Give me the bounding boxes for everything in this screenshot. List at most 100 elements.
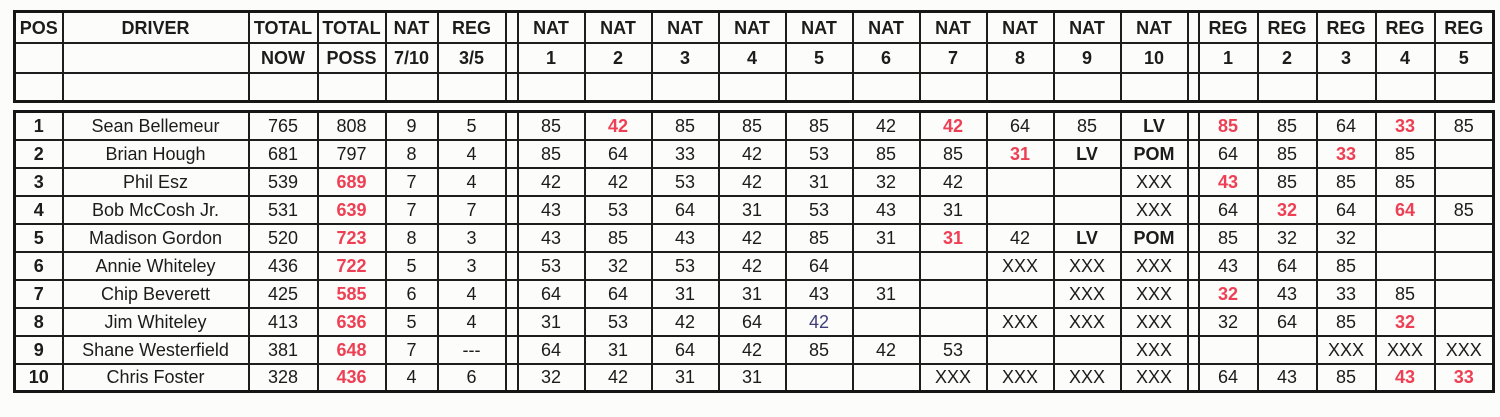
header-total: TOTAL [316, 10, 387, 44]
total-now-cell: 539 [247, 166, 319, 197]
reg-count-cell: 3 [436, 222, 507, 253]
header-nat-race-number: 8 [985, 42, 1055, 74]
reg-score-cell: 43 [1197, 166, 1259, 197]
total-poss-cell: 636 [316, 306, 387, 337]
total-now-cell: 681 [247, 138, 319, 169]
driver-cell: Chip Beverett [61, 278, 250, 309]
nat-count-cell: 7 [384, 166, 439, 197]
blank-cell [717, 72, 787, 103]
blank-cell [1119, 72, 1189, 103]
nat-score-cell: 53 [784, 194, 854, 225]
nat-score-cell [918, 278, 988, 309]
nat-score-cell [985, 278, 1055, 309]
header-nat: NAT [384, 10, 439, 44]
reg-count-cell: 4 [436, 138, 507, 169]
header-reg-race-number: 2 [1256, 42, 1318, 74]
nat-score-cell: 64 [784, 250, 854, 281]
nat-score-cell: XXX [1119, 362, 1189, 393]
reg-count-cell: 4 [436, 166, 507, 197]
reg-score-cell: 64 [1256, 306, 1318, 337]
nat-score-cell: 53 [918, 334, 988, 365]
reg-score-cell: 32 [1256, 194, 1318, 225]
total-poss-cell: 722 [316, 250, 387, 281]
total-now-cell: 765 [247, 110, 319, 141]
nat-score-cell [851, 306, 921, 337]
pos-cell: 5 [13, 222, 64, 253]
nat-score-cell: 53 [583, 194, 653, 225]
blank-cell [1315, 72, 1377, 103]
separator-cell [504, 278, 519, 309]
header-nat-race: NAT [1052, 10, 1122, 44]
nat-score-cell: 64 [583, 138, 653, 169]
nat-score-cell: XXX [1119, 166, 1189, 197]
nat-count-cell: 4 [384, 362, 439, 393]
reg-score-cell: 85 [1256, 166, 1318, 197]
total-poss-cell: 585 [316, 278, 387, 309]
nat-score-cell: 31 [650, 362, 720, 393]
reg-count-cell: 7 [436, 194, 507, 225]
blank-cell [13, 72, 64, 103]
header-nat-race: NAT [784, 10, 854, 44]
header-poss: POSS [316, 42, 387, 74]
nat-score-cell: 31 [717, 278, 787, 309]
nat-count-cell: 8 [384, 222, 439, 253]
pos-cell: 3 [13, 166, 64, 197]
nat-count-cell: 8 [384, 138, 439, 169]
nat-score-cell: XXX [985, 362, 1055, 393]
nat-score-cell: POM [1119, 138, 1189, 169]
nat-score-cell [1052, 194, 1122, 225]
nat-score-cell: XXX [918, 362, 988, 393]
nat-score-cell: LV [1052, 222, 1122, 253]
nat-score-cell: LV [1119, 110, 1189, 141]
separator-cell [1186, 362, 1200, 393]
header-nat-race: NAT [1119, 10, 1189, 44]
separator-cell [504, 138, 519, 169]
nat-score-cell: 42 [918, 110, 988, 141]
nat-score-cell [851, 250, 921, 281]
separator-cell [1186, 42, 1200, 74]
reg-count-cell: 5 [436, 110, 507, 141]
nat-score-cell: XXX [1119, 278, 1189, 309]
nat-count-cell: 9 [384, 110, 439, 141]
header-reg-race: REG [1197, 10, 1259, 44]
nat-score-cell: XXX [1119, 334, 1189, 365]
blank-cell [918, 72, 988, 103]
reg-score-cell: 32 [1197, 306, 1259, 337]
separator-cell [504, 10, 519, 44]
header-nat-race-number: 4 [717, 42, 787, 74]
nat-score-cell: 85 [918, 138, 988, 169]
nat-score-cell [851, 362, 921, 393]
nat-score-cell: 43 [851, 194, 921, 225]
nat-score-cell: 42 [918, 166, 988, 197]
standings-data-table: 1 Sean Bellemeur 765 808 9 5 85 42 85 85 85 42 42 64 8… [13, 110, 1495, 393]
table-row: 7 Chip Beverett 425 585 6 4 64 64 31 31 43 31 XXX XXX… [13, 278, 1495, 309]
reg-score-cell: 85 [1197, 110, 1259, 141]
nat-score-cell: 42 [583, 362, 653, 393]
blank-cell [1433, 72, 1495, 103]
header-reg-race: REG [1374, 10, 1436, 44]
reg-score-cell [1197, 334, 1259, 365]
nat-score-cell: 53 [583, 306, 653, 337]
header-reg-ratio: 3/5 [436, 42, 507, 74]
nat-score-cell: 64 [717, 306, 787, 337]
reg-score-cell: 85 [1256, 138, 1318, 169]
nat-score-cell [1052, 166, 1122, 197]
header-nat-race: NAT [851, 10, 921, 44]
separator-cell [504, 42, 519, 74]
blank-cell [1374, 72, 1436, 103]
reg-score-cell: 33 [1315, 138, 1377, 169]
header-nat-race-number: 7 [918, 42, 988, 74]
header-blank [61, 42, 250, 74]
separator-cell [1186, 306, 1200, 337]
nat-score-cell: XXX [1052, 362, 1122, 393]
reg-score-cell: 64 [1197, 138, 1259, 169]
header-nat-race-number: 6 [851, 42, 921, 74]
nat-score-cell: 85 [1052, 110, 1122, 141]
reg-score-cell [1433, 166, 1495, 197]
header-nat-race: NAT [717, 10, 787, 44]
reg-score-cell: XXX [1374, 334, 1436, 365]
reg-score-cell: 64 [1197, 362, 1259, 393]
nat-score-cell: 32 [516, 362, 586, 393]
separator-cell [1186, 250, 1200, 281]
reg-score-cell: 85 [1315, 306, 1377, 337]
